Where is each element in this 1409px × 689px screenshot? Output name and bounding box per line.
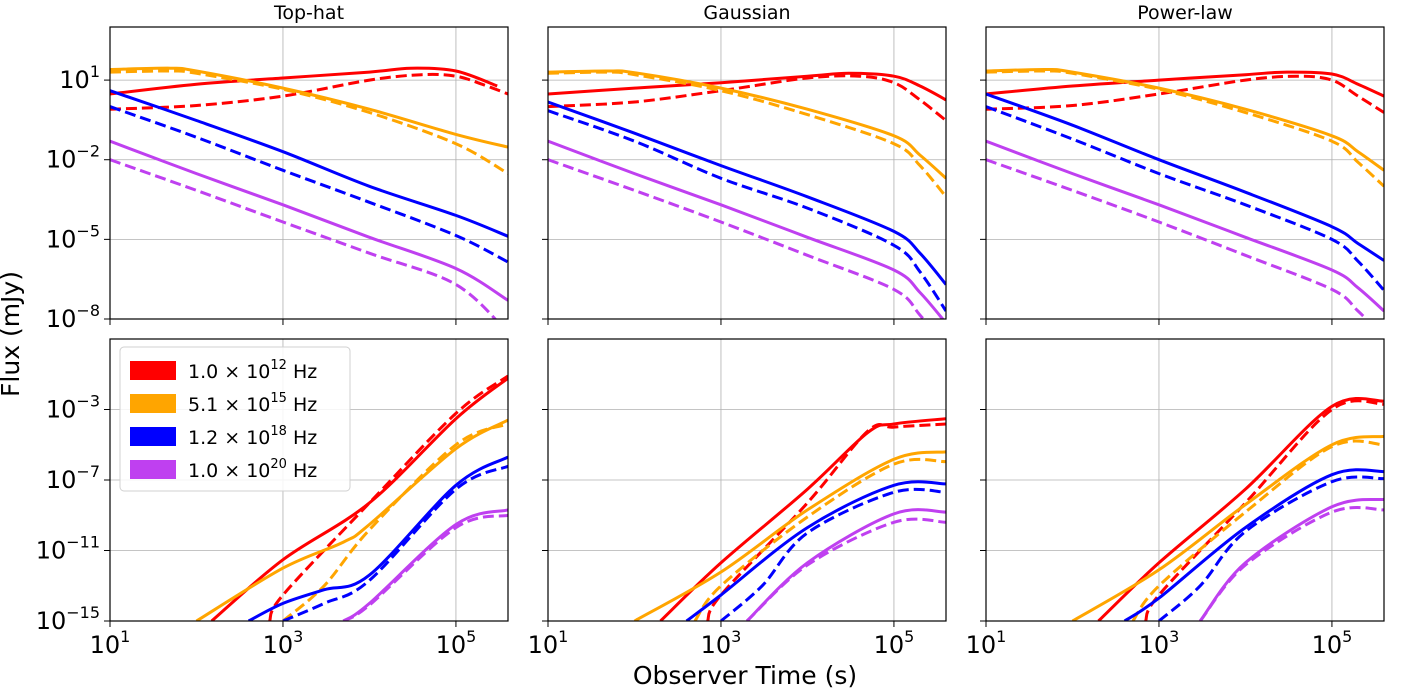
series-line-solid [685, 480, 946, 621]
x-tick-label: 101 [90, 627, 131, 659]
axes-frame [985, 26, 1385, 320]
series-group [1071, 397, 1384, 621]
series-line-dashed [110, 69, 508, 175]
series-line-dashed [548, 158, 926, 319]
x-axis-label: Observer Time (s) [633, 661, 857, 689]
series-line-dashed [706, 422, 946, 621]
series-line-solid [247, 455, 508, 621]
panel-3: Power-law [980, 2, 1385, 325]
series-line-dashed [110, 158, 498, 319]
series-line-dashed [110, 105, 508, 264]
series-line-dashed [1158, 475, 1384, 621]
x-tick-label: 105 [874, 627, 915, 659]
legend-label: 1.0 × 1020 Hz [188, 457, 317, 482]
panel-5: 101 103 105 [528, 338, 947, 659]
legend-label: 1.2 × 1018 Hz [188, 424, 317, 449]
y-tick-label: 10−11 [36, 533, 100, 565]
series-line-dashed [693, 457, 946, 621]
y-tick-label: 101 [59, 62, 100, 94]
panel-title: Gaussian [703, 2, 790, 24]
x-tick-label: 105 [1312, 627, 1353, 659]
y-tick-label: 10−15 [36, 603, 100, 635]
axes-frame [109, 338, 509, 622]
series-line-dashed [548, 74, 946, 122]
legend-swatch [130, 361, 176, 380]
series-group [110, 66, 508, 319]
series-line-dashed [1131, 439, 1384, 621]
series-line-dashed [1144, 399, 1384, 621]
panel-2: Gaussian [542, 2, 947, 325]
series-line-solid [110, 66, 508, 149]
series-line-solid [633, 450, 946, 621]
series-line-dashed [342, 513, 508, 621]
legend-label: 5.1 × 1015 Hz [188, 391, 317, 416]
series-line-dashed [745, 517, 946, 621]
panel-1: 101 10−2 10−5 10−8 Top-hat [46, 2, 509, 333]
series-line-dashed [268, 374, 508, 621]
series-line-solid [1071, 434, 1384, 621]
axes-frame [985, 338, 1385, 622]
series-line-solid [986, 67, 1384, 172]
series-line-dashed [986, 74, 1384, 114]
series-line-dashed [548, 70, 946, 198]
series-line-dashed [110, 72, 508, 111]
series-line-solid [110, 89, 508, 238]
legend: 1.0 × 1012 Hz 5.1 × 1015 Hz 1.2 × 1018 Hz 1… [119, 346, 351, 492]
series-line-solid [548, 100, 946, 286]
legend-label: 1.0 × 1012 Hz [188, 358, 317, 383]
series-line-dashed [986, 105, 1384, 292]
legend-swatch [130, 460, 176, 479]
x-tick-label: 101 [528, 627, 569, 659]
y-tick-label: 10−5 [46, 221, 100, 253]
x-tick-label: 103 [1139, 627, 1180, 659]
legend-box [119, 346, 351, 492]
series-group [986, 67, 1384, 319]
series-line-dashed [282, 464, 508, 621]
axes-frame [109, 26, 509, 320]
series-line-solid [745, 508, 946, 621]
series-group [548, 69, 946, 319]
legend-swatch [130, 394, 176, 413]
y-tick-label: 10−8 [46, 301, 100, 333]
series-line-dashed [986, 69, 1384, 188]
x-tick-label: 103 [263, 627, 304, 659]
axes-frame [547, 338, 947, 622]
series-line-solid [548, 139, 945, 319]
series-line-dashed [548, 109, 946, 312]
series-line-dashed [1199, 506, 1384, 621]
series-line-dashed [282, 422, 508, 621]
y-tick-label: 10−7 [46, 462, 100, 494]
series-line-solid [986, 70, 1384, 98]
x-tick-label: 103 [701, 627, 742, 659]
series-line-dashed [986, 158, 1369, 319]
series-line-solid [548, 71, 946, 102]
panel-title: Power-law [1137, 2, 1233, 24]
panels: 101 10−2 10−5 10−8 Top-hat Gaussian Power-law 1… [36, 2, 1385, 659]
y-tick-label: 10−2 [46, 142, 100, 174]
series-line-solid [110, 66, 498, 96]
x-tick-label: 105 [436, 627, 477, 659]
panel-title: Top-hat [273, 2, 344, 24]
series-line-dashed [720, 487, 946, 621]
x-tick-label: 101 [966, 627, 1007, 659]
series-line-solid [195, 418, 508, 621]
series-line-solid [986, 92, 1384, 262]
y-tick-label: 10−3 [46, 392, 100, 424]
panel-6: 101 103 105 [966, 338, 1385, 659]
series-group [195, 374, 508, 621]
y-axis-label: Flux (mJy) [0, 271, 25, 397]
series-line-solid [1123, 468, 1384, 621]
series-line-solid [110, 139, 508, 302]
series-group [633, 417, 946, 621]
series-line-solid [659, 417, 946, 621]
legend-swatch [130, 427, 176, 446]
axes-frame [547, 26, 947, 320]
series-line-solid [210, 377, 508, 621]
series-line-solid [986, 139, 1384, 313]
